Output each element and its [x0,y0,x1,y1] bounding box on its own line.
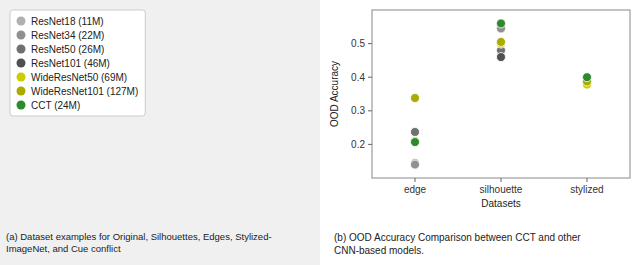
y-axis-label: OOD Accuracy [329,61,340,127]
caption-line: (a) Dataset examples for Original, Silho… [6,231,272,242]
x-axis-label: Datasets [481,198,520,209]
caption: (a) Dataset examples for Original, Silho… [6,231,272,254]
x-tick-label: stylized [570,184,603,195]
point [411,127,420,136]
points [411,19,592,169]
legend-label: ResNet101 (46M) [31,58,110,69]
legend-marker [17,59,26,68]
point [497,19,506,28]
x-tick [587,178,588,182]
y-tick-label: 0.3 [351,105,365,116]
legend-label: ResNet34 (22M) [31,30,104,41]
point [411,138,420,147]
legend-label: CCT (24M) [31,100,80,111]
y-tick-label: 0.2 [351,139,365,150]
y-tick [368,43,372,44]
left-panel [0,0,320,265]
caption-line: CNN-based models. [334,245,424,256]
chart: 0.2 0.3 0.4 0.5 edge silhouette stylized Datase… [0,0,640,265]
legend-box [10,10,145,116]
x-tick-label: edge [404,184,427,195]
y-tick [368,77,372,78]
point [497,53,506,62]
point [411,160,420,169]
y-tick [368,144,372,145]
x-tick-label: silhouette [480,184,523,195]
legend-marker [17,101,26,110]
point [583,73,592,82]
legend-marker [17,17,26,26]
legend-label: WideResNet50 (69M) [31,72,127,83]
plot-frame [372,10,630,178]
caption-line: (b) OOD Accuracy Comparison between CCT … [334,232,581,243]
legend-marker [17,31,26,40]
x-tick [415,178,416,182]
legend-marker [17,87,26,96]
caption: (b) OOD Accuracy Comparison between CCT … [334,232,581,256]
legend-label: WideResNet101 (127M) [31,86,138,97]
legend-marker [17,73,26,82]
legend-label: ResNet18 (11M) [31,16,104,27]
y-tick-label: 0.4 [351,72,365,83]
caption-line: ImageNet, and Cue conflict [6,243,121,254]
x-tick [501,178,502,182]
point [497,37,506,46]
legend: ResNet18 (11M) ResNet34 (22M) ResNet50 (26… [10,10,145,116]
y-tick-label: 0.5 [351,38,365,49]
point [411,94,420,103]
y-tick [368,110,372,111]
legend-marker [17,45,26,54]
legend-label: ResNet50 (26M) [31,44,104,55]
